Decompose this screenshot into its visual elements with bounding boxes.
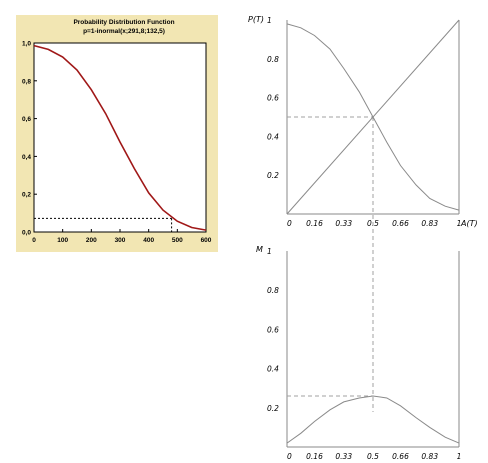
m-x-tick-label: 0.66 [392,452,409,461]
pt-reference-lines [287,116,374,412]
m-y-axis-label: M [256,245,263,254]
cdf-y-tick-label: 0,2 [22,192,31,199]
pt-x-tick-label: 0.16 [306,219,323,228]
cdf-reference-lines [34,217,173,232]
m-y-tick-label: 1 [267,247,272,256]
m-chart: M 0.2 0.4 0.6 0.8 1 0 0.16 0.33 0.5 0.66 0.83 1 [256,245,461,461]
pt-y-tick-label: 0.6 [267,94,279,103]
cdf-chart: Probability Distribution Function p=1-in… [16,15,218,252]
cdf-y-tick-label: 0,0 [22,230,31,237]
pt-y-tick-label: 0.8 [267,55,279,64]
pt-y-tick-label: 0.4 [267,132,279,141]
cdf-x-tick-label: 0 [32,237,36,244]
pt-curve [286,23,460,211]
m-x-tick-label: 0.33 [335,452,352,461]
m-y-tick-label: 0.6 [267,325,279,334]
m-y-tick-label: 0.8 [267,286,279,295]
m-y-tick-label: 0.4 [267,365,279,374]
pt-x-tick-label: 0.33 [335,219,352,228]
cdf-x-tick-label: 200 [86,237,97,244]
cdf-y-tick-label: 0,6 [22,116,31,123]
m-x-tick-label: 0.5 [367,452,379,461]
pt-x-axis-label: A(T) [460,219,478,228]
cdf-plot-area [33,42,207,233]
pt-x-tick-label: 1 [457,219,462,228]
pt-axis-ticks: 0.20.40.60.810 0.16 0.33 0.5 0.66 0.83 1 [267,16,461,228]
pt-chart: P(T) A(T) 0.20.40.60.810 0.16 0.33 0.5 0.66 0… [248,15,478,412]
cdf-subtitle: p=1-inormal(x;291,8;132,5) [83,28,165,35]
m-x-tick-label: 0 [287,452,292,461]
m-x-tick-label: 0.16 [306,452,323,461]
m-x-tick-label: 1 [457,452,462,461]
cdf-y-tick-label: 1,0 [22,41,31,48]
cdf-y-tick-label: 0,4 [22,154,31,161]
cdf-x-tick-label: 300 [115,237,126,244]
m-axis-ticks: 0.2 0.4 0.6 0.8 1 0 0.16 0.33 0.5 0.66 0.83 1 [267,247,461,461]
cdf-x-tick-label: 600 [201,237,212,244]
cdf-curve [33,44,207,231]
m-y-tick-label: 0.2 [267,404,279,413]
pt-y-tick-label: 0.2 [267,171,279,180]
cdf-y-tick-label: 0,8 [22,78,31,85]
m-x-tick-label: 0.83 [421,452,438,461]
pt-x-tick-label: 0.66 [392,219,409,228]
cdf-x-tick-label: 400 [143,237,154,244]
cdf-x-tick-label: 100 [57,237,68,244]
pt-y-tick-label: 1 [267,16,272,25]
m-axes [286,251,460,448]
cdf-axis-ticks: 0 100 200 300 400 500 600 0,0 0,2 0,4 0,6 0,8 1,0 [22,41,212,245]
cdf-x-tick-label: 500 [172,237,183,244]
m-curve [286,395,460,444]
pt-y-axis-label: P(T) [248,15,264,24]
pt-x-tick-label: 0.83 [421,219,438,228]
cdf-title: Probability Distribution Function [73,19,174,26]
pt-x-tick-label: 0 [287,219,292,228]
